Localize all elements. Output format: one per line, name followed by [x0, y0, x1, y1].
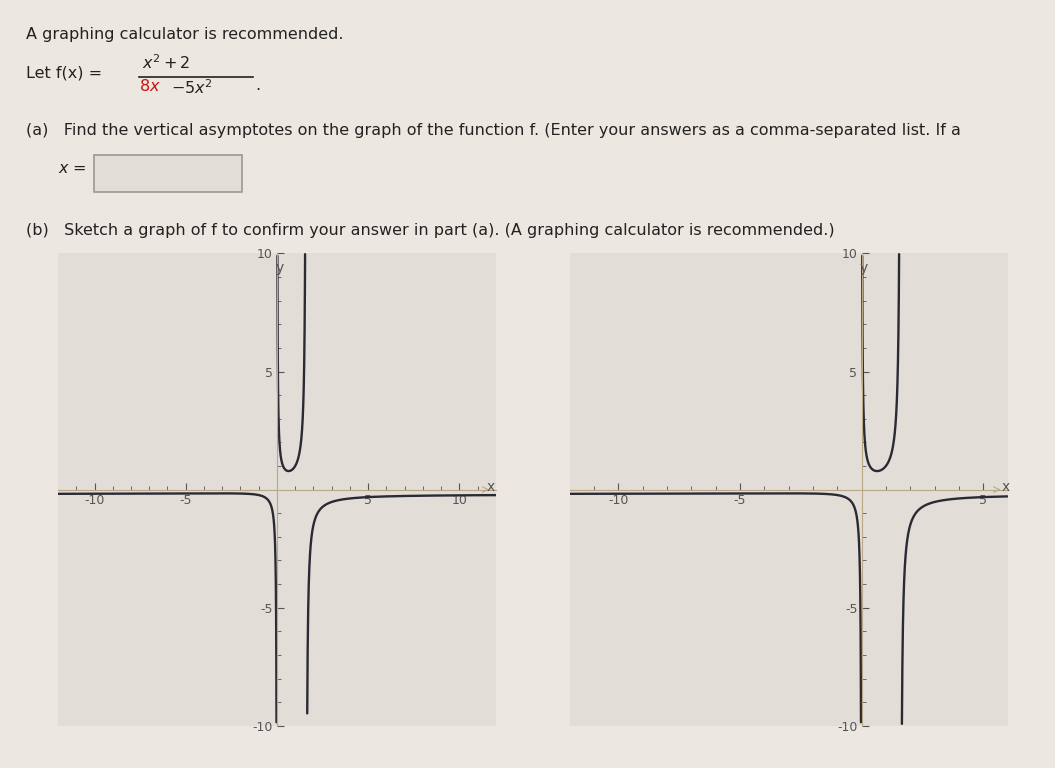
- Text: $x$ =: $x$ =: [58, 161, 89, 177]
- Text: A graphing calculator is recommended.: A graphing calculator is recommended.: [26, 27, 344, 42]
- Text: $8x$: $8x$: [139, 78, 161, 94]
- Text: .: .: [255, 78, 261, 94]
- FancyBboxPatch shape: [94, 155, 242, 192]
- Text: y: y: [860, 260, 867, 274]
- Text: (b)   Sketch a graph of f to confirm your answer in part (a). (A graphing calcul: (b) Sketch a graph of f to confirm your …: [26, 223, 835, 238]
- Text: x: x: [1001, 480, 1010, 494]
- Text: y: y: [275, 260, 284, 274]
- Text: (a)   Find the vertical asymptotes on the graph of the function f. (Enter your a: (a) Find the vertical asymptotes on the …: [26, 123, 961, 138]
- Text: Let f(x) =: Let f(x) =: [26, 65, 108, 81]
- Text: $ - 5x^2$: $ - 5x^2$: [171, 78, 213, 97]
- Text: $x^2 + 2$: $x^2 + 2$: [142, 54, 191, 72]
- Text: x: x: [487, 480, 496, 494]
